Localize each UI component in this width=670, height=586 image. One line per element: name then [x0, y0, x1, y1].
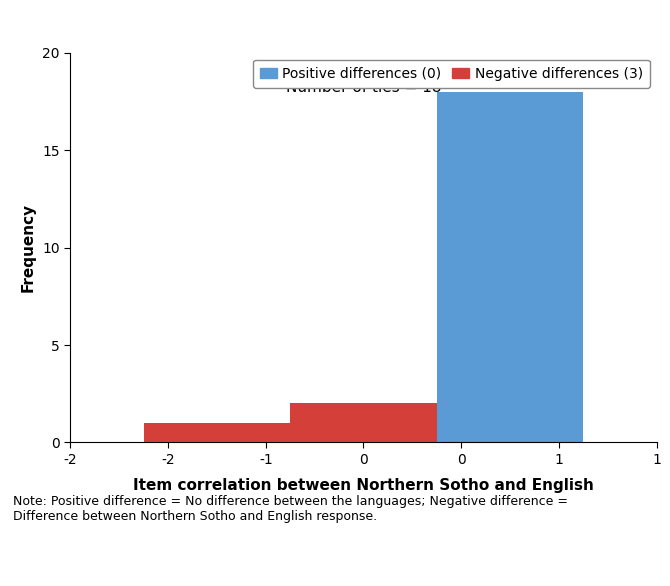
Bar — [437, 91, 584, 442]
Bar — [290, 403, 437, 442]
Y-axis label: Frequency: Frequency — [20, 203, 36, 292]
Legend: Positive differences (0), Negative differences (3): Positive differences (0), Negative diffe… — [253, 60, 650, 87]
Bar — [143, 423, 290, 442]
Text: Number of ties = 18: Number of ties = 18 — [285, 80, 442, 95]
X-axis label: Item correlation between Northern Sotho and English: Item correlation between Northern Sotho … — [133, 478, 594, 493]
Text: Note: Positive difference = No difference between the languages; Negative differ: Note: Positive difference = No differenc… — [13, 495, 568, 523]
